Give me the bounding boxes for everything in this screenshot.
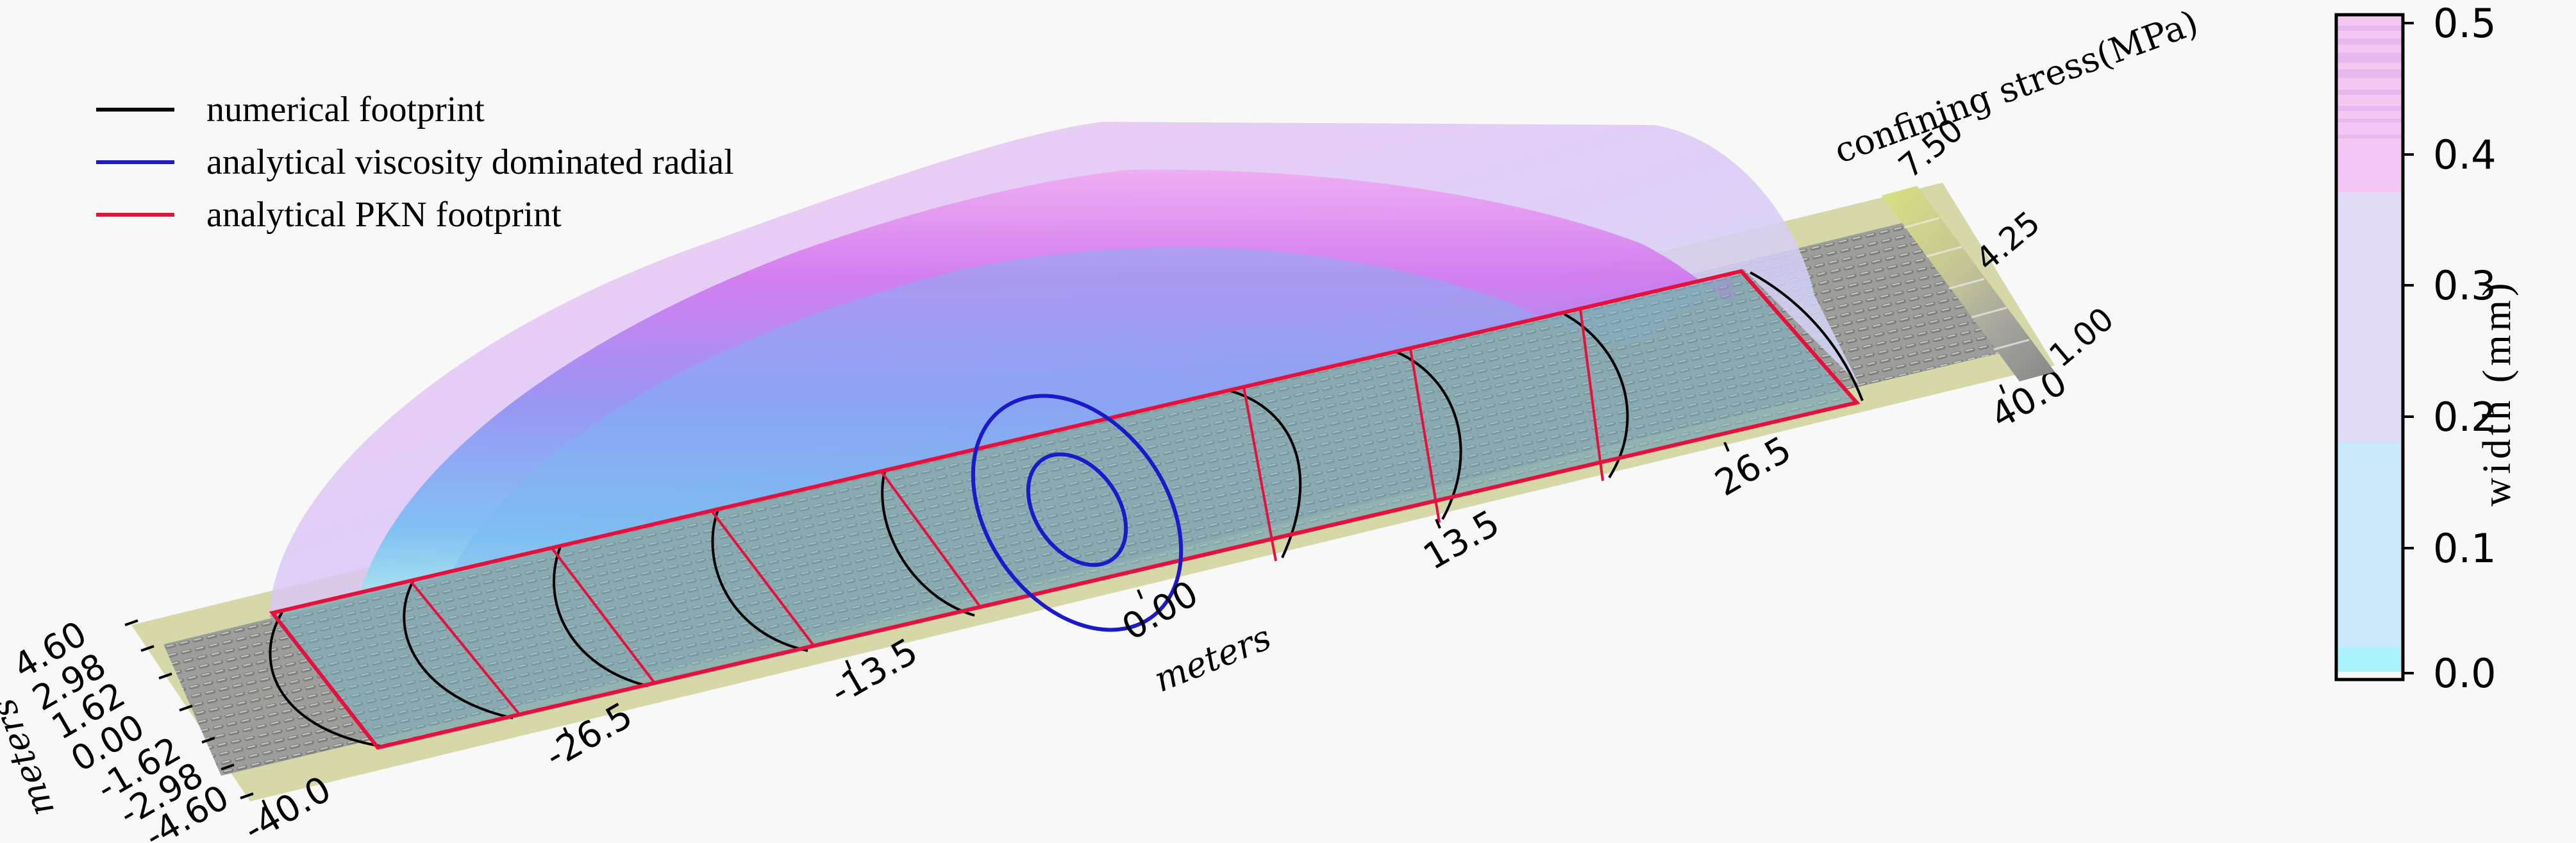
confining-stress-colorbar: [1882, 186, 2055, 381]
legend-label: analytical PKN footprint: [206, 195, 562, 235]
width-tick-label: 0.0: [2433, 650, 2497, 697]
legend-label: analytical viscosity dominated radial: [206, 142, 734, 182]
width-surface: [269, 122, 1859, 615]
width-tick-label: 0.5: [2433, 0, 2497, 47]
numerical-footprint-lines: [269, 271, 1864, 748]
width-tick-label: 0.1: [2433, 525, 2497, 572]
width-colorbar: [2334, 13, 2414, 681]
legend-swatch-black: [96, 108, 174, 112]
legend-item-numerical: numerical footprint: [96, 83, 734, 136]
legend-swatch-blue: [96, 160, 174, 164]
legend-swatch-red: [96, 213, 174, 217]
y-axis: [124, 619, 254, 799]
pkn-footprint: [269, 269, 1861, 750]
width-tick-label: 0.3: [2433, 262, 2497, 309]
radial-footprint: [971, 394, 1183, 632]
legend-label: numerical footprint: [206, 90, 485, 129]
legend: numerical footprint analytical viscosity…: [96, 83, 734, 241]
stress-colorbar-title: confining stress(MPa): [1829, 2, 2204, 171]
width-colorbar-title: width (mm): [2475, 279, 2519, 506]
x-axis: [262, 384, 2005, 810]
width-tick-label: 0.2: [2433, 394, 2497, 440]
legend-item-radial: analytical viscosity dominated radial: [96, 136, 734, 188]
legend-item-pkn: analytical PKN footprint: [96, 188, 734, 241]
width-tick-label: 0.4: [2433, 131, 2497, 178]
